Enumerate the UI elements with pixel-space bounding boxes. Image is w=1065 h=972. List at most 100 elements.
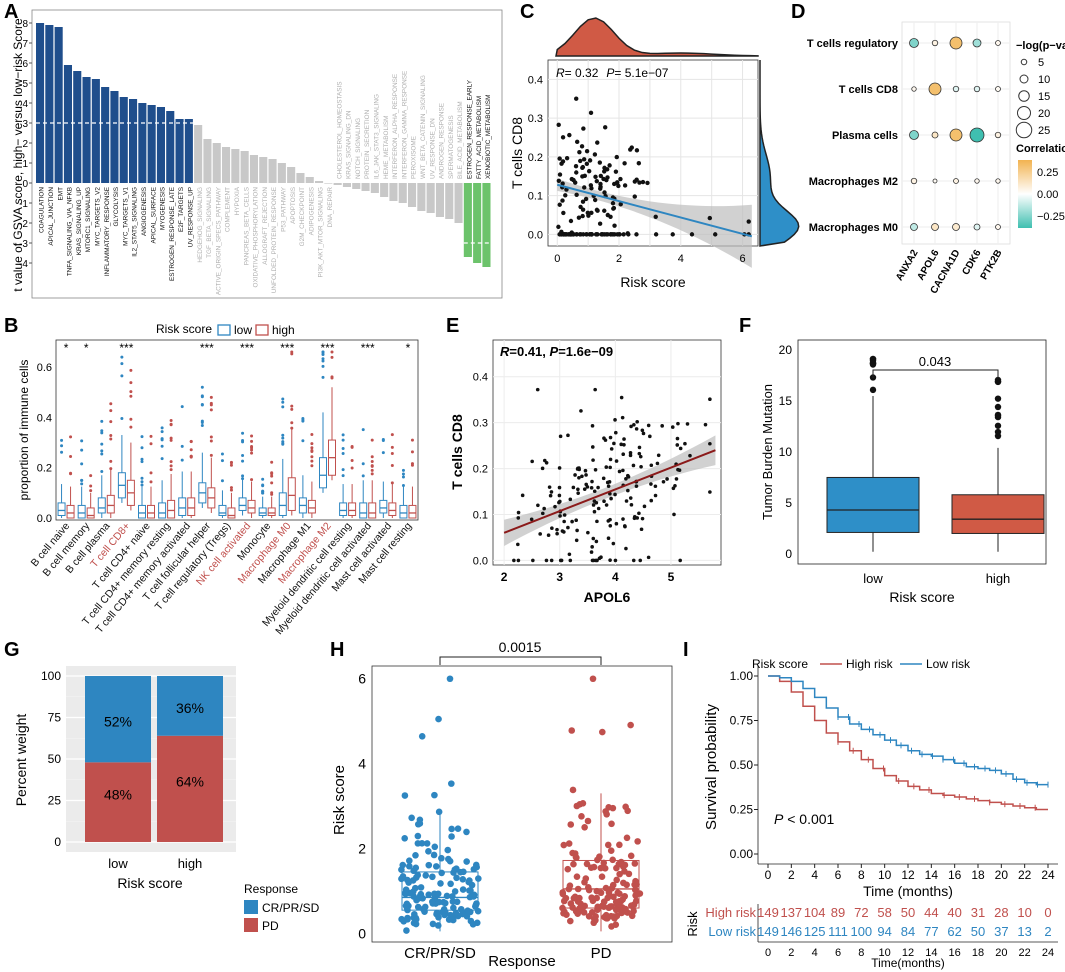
panel-a-bar <box>333 183 342 185</box>
panel-b-outlier <box>410 462 414 466</box>
panel-b-outlier <box>189 439 193 443</box>
panel-a-ytick-label: -2 <box>19 219 28 230</box>
panel-e-point <box>592 489 597 494</box>
panel-e-point <box>574 538 579 543</box>
panel-e-point <box>529 517 534 522</box>
panel-d: D T cells regulatory T cells CD8 Plasma ce… <box>791 1 1065 296</box>
panel-h-point <box>438 854 445 862</box>
panel-b-outlier <box>310 432 314 436</box>
panel-b-outlier <box>341 433 345 437</box>
panel-b-outlier <box>160 430 164 434</box>
panel-b-outlier <box>281 405 285 409</box>
panel-b-outlier <box>370 464 374 468</box>
panel-g-bar-label-crprsd: 36% <box>176 700 204 716</box>
panel-e-point <box>612 441 616 446</box>
panel-e-point <box>621 452 626 457</box>
panel-e-point <box>631 463 636 468</box>
panel-e-point <box>542 506 546 511</box>
panel-b-outlier <box>89 484 93 488</box>
panel-h-point <box>473 863 480 871</box>
panel-a-bar <box>417 183 426 211</box>
panel-a-bar-label: ALLOGRAFT_REJECTION <box>262 187 269 265</box>
panel-b-outlier <box>341 451 345 455</box>
panel-d-bubble <box>952 223 960 231</box>
panel-d-bubble <box>995 40 1001 46</box>
panel-c-stat-p: P <box>606 66 614 80</box>
panel-b-box <box>187 497 196 516</box>
panel-d-size-legend-circle <box>1020 58 1028 66</box>
panel-e-point <box>685 422 690 426</box>
panel-a-bar <box>175 119 184 183</box>
panel-i-ytick-label: 0.25 <box>730 803 754 817</box>
panel-e-point <box>549 490 554 494</box>
panel-h-point <box>621 868 628 875</box>
panel-f-box <box>826 476 920 533</box>
panel-e-point <box>530 459 534 464</box>
panel-c-xtick-label: 4 <box>678 253 684 265</box>
panel-h-point <box>402 902 410 910</box>
panel-i-risk-count: 50 <box>901 905 915 920</box>
panel-a-bar-label: KRAS_SIGNALING_UP <box>76 187 83 255</box>
panel-e-point <box>568 558 573 563</box>
panel-i-risk-count: 37 <box>994 924 1008 939</box>
panel-b-outlier <box>200 385 204 389</box>
panel-a-bar <box>454 183 463 223</box>
panel-b-outlier <box>129 390 133 394</box>
panel-i-risk-count: 40 <box>947 905 961 920</box>
panel-h-point <box>471 903 479 910</box>
panel-c-point <box>564 232 569 237</box>
panel-a-bar <box>91 79 100 183</box>
panel-b-outlier <box>290 426 294 430</box>
panel-h-point <box>608 820 615 828</box>
panel-a-bar <box>445 183 454 219</box>
panel-i-risk-count: 77 <box>924 924 938 939</box>
panel-b-outlier <box>209 408 213 412</box>
panel-c-point <box>577 232 583 237</box>
panel-i-risk-label: Risk <box>685 911 700 937</box>
panel-i-ytick-label: 0.75 <box>730 714 754 728</box>
panel-b-outlier <box>310 442 314 446</box>
panel-c-point <box>601 176 606 182</box>
panel-g-ytick-label: 100 <box>41 669 61 683</box>
panel-b-outlier <box>261 483 265 487</box>
panel-h-point <box>417 884 425 891</box>
panel-b-legend-high: high <box>272 323 295 337</box>
panel-b-outlier <box>370 455 374 459</box>
panel-e-point <box>546 533 551 538</box>
panel-b-outlier <box>321 350 325 354</box>
panel-c-point <box>589 232 595 237</box>
panel-b-sig-mark: * <box>64 341 69 355</box>
panel-h-point <box>438 869 445 877</box>
panel-e-point <box>558 558 563 563</box>
panel-d-corr-legend-ticks: 0.25 0.00 −0.25 <box>1037 167 1065 223</box>
panel-a-bar-label: GLYCOLYSIS <box>113 187 120 227</box>
panel-c-point <box>560 135 566 140</box>
panel-a-bar <box>147 105 156 183</box>
panel-i-risk-count: 137 <box>780 905 802 920</box>
panel-h-point <box>429 873 436 881</box>
panel-h-point <box>406 857 413 864</box>
panel-e-point <box>590 424 595 428</box>
panel-e-point <box>589 550 594 554</box>
panel-c-point <box>603 125 608 130</box>
panel-b-outlier <box>60 450 64 454</box>
panel-b-outlier <box>370 472 374 476</box>
panel-d-size-legend-label: 20 <box>1038 108 1050 120</box>
panel-c-point <box>599 232 604 237</box>
panel-b-outlier <box>60 444 64 448</box>
panel-i-risk-count: 100 <box>850 924 872 939</box>
panel-d-bubble <box>974 178 980 184</box>
panel-d-size-legend-circle <box>1018 90 1030 102</box>
panel-c-point <box>632 194 637 199</box>
panel-h-point <box>463 828 470 836</box>
panel-f-outlier <box>994 376 1002 384</box>
panel-a-bar-label: KRAS_SIGNALING_DN <box>346 110 353 179</box>
panel-c-point <box>561 210 566 216</box>
panel-c-point <box>605 175 610 180</box>
panel-i-curve-high-risk <box>768 675 1048 811</box>
panel-a-bar <box>222 147 231 183</box>
panel-h-point <box>564 865 572 873</box>
panel-h-point <box>398 915 405 923</box>
panel-f-pval: 0.043 <box>919 354 952 369</box>
